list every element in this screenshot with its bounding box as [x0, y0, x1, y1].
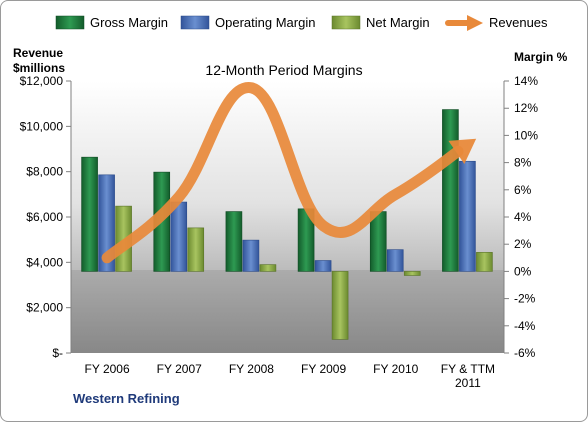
right-tick-label: -4%: [514, 319, 536, 333]
company-label: Western Refining: [73, 391, 180, 406]
right-tick-label: 6%: [514, 183, 532, 197]
legend-label-operating-margin: Operating Margin: [215, 15, 315, 30]
revenue-point: [178, 196, 180, 198]
gross-margin-bar: [225, 211, 243, 272]
right-tick-label: 14%: [514, 74, 538, 88]
legend-item-gross-margin: Gross Margin: [55, 15, 168, 30]
legend-label-gross-margin: Gross Margin: [90, 15, 168, 30]
operating-margin-bar: [98, 174, 115, 272]
revenue-point: [250, 87, 252, 89]
legend-label-net-margin: Net Margin: [366, 15, 430, 30]
left-tick-label: $8,000: [26, 165, 63, 179]
x-tick-label: FY 2007: [157, 362, 202, 376]
legend: Gross Margin Operating Margin Net Margin…: [55, 15, 548, 31]
x-tick-label: FY 2006: [85, 362, 130, 376]
left-tick-label: $6,000: [26, 210, 63, 224]
gross-margin-bar: [442, 109, 459, 272]
operating-margin-bar: [459, 160, 476, 272]
gross-margin-bar: [81, 156, 98, 272]
net-margin-bar: [403, 271, 421, 276]
legend-item-net-margin: Net Margin: [331, 15, 430, 30]
x-tick-label: FY 2008: [229, 362, 274, 376]
x-tick-label: FY 2009: [301, 362, 346, 376]
revenue-line: [101, 82, 464, 264]
left-tick-label: $12,000: [20, 74, 64, 88]
x-axis: FY 2006 FY 2007 FY 2008 FY 2009 FY 2010 FY & …: [85, 362, 496, 390]
legend-item-operating-margin: Operating Margin: [180, 15, 315, 30]
right-axis: -6% -4% -2% 0% 2% 4% 6% 8% 10% 12% 14%: [503, 74, 538, 360]
right-tick-label: 4%: [514, 210, 532, 224]
revenue-point: [467, 143, 469, 145]
net-margin-bar: [476, 252, 493, 272]
chart-title: 12-Month Period Margins: [205, 62, 362, 78]
left-axis-title-line1: Revenue: [13, 46, 63, 60]
operating-margin-bar: [242, 239, 260, 272]
revenue-point: [106, 257, 108, 259]
right-tick-label: 10%: [514, 128, 538, 142]
left-axis: $- $2,000 $4,000 $6,000 $8,000 $10,000 $12,000: [20, 74, 72, 360]
legend-label-revenues: Revenues: [489, 15, 548, 30]
x-tick-label: FY 2010: [373, 362, 418, 376]
right-tick-label: 8%: [514, 156, 532, 170]
gross-margin-bar: [369, 211, 387, 272]
left-tick-label: $2,000: [26, 301, 63, 315]
right-tick-label: 0%: [514, 264, 532, 278]
left-tick-label: $10,000: [20, 119, 64, 133]
net-margin-bar: [331, 271, 349, 340]
bar-series: [81, 109, 493, 340]
left-tick-label: $-: [52, 346, 63, 360]
left-tick-label: $4,000: [26, 255, 63, 269]
right-axis-title: Margin %: [514, 50, 568, 64]
revenue-series: [101, 82, 477, 264]
right-tick-label: 2%: [514, 237, 532, 251]
net-margin-bar: [259, 264, 277, 272]
right-tick-label: -6%: [514, 346, 536, 360]
right-tick-label: 12%: [514, 101, 538, 115]
plot-area: [71, 81, 504, 353]
revenue-point: [323, 225, 325, 227]
x-tick-label: FY & TTM 2011: [441, 362, 495, 390]
revenue-point: [395, 193, 397, 195]
operating-margin-bar: [314, 260, 332, 272]
left-axis-title-line2: $millions: [13, 61, 65, 75]
revenue-arrowhead: [448, 138, 477, 164]
net-margin-bar: [187, 227, 205, 272]
legend-item-revenues: Revenues: [445, 15, 548, 31]
operating-margin-bar: [170, 201, 188, 272]
right-tick-label: -2%: [514, 292, 536, 306]
operating-margin-bar: [386, 249, 404, 272]
